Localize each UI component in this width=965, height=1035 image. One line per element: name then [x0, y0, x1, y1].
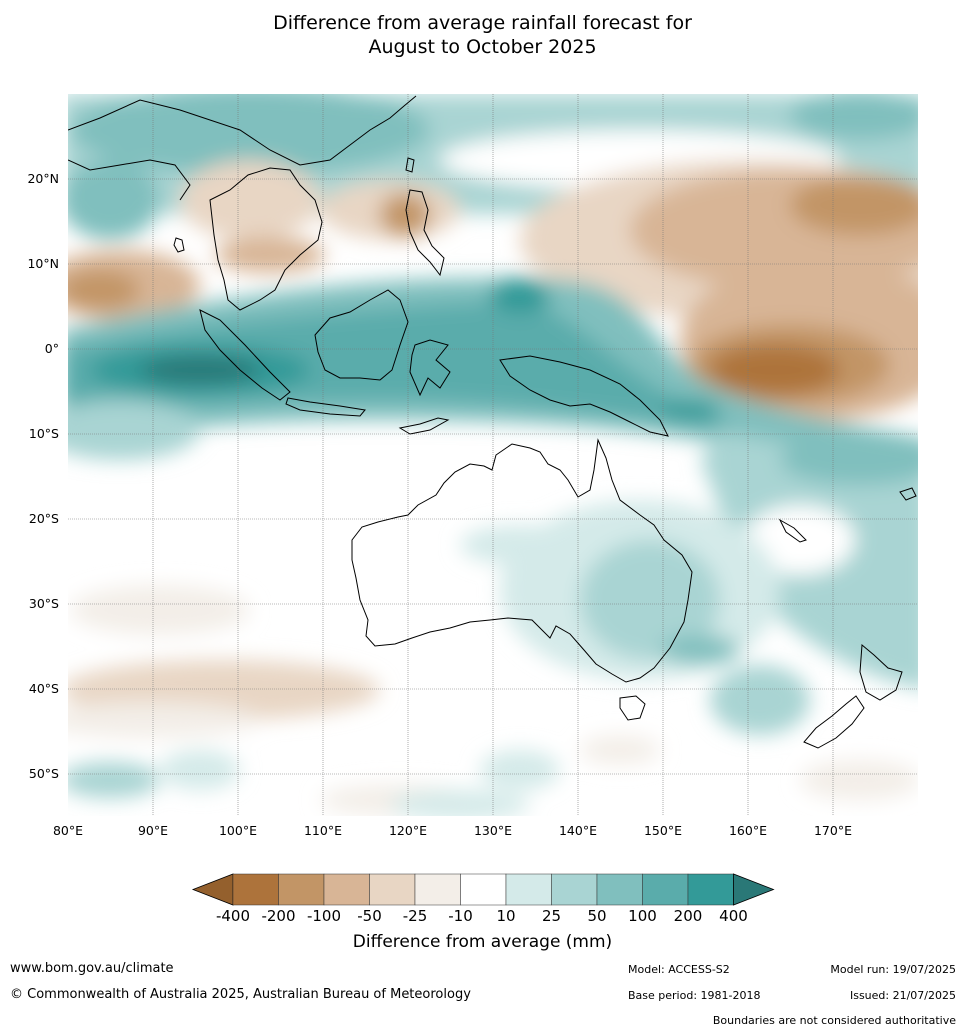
footer-model-run: Model run: 19/07/2025: [830, 963, 956, 976]
colorbar-swatch: [278, 873, 325, 906]
colorbar-tick-label: -10: [448, 907, 473, 925]
colorbar-tick-label: -400: [216, 907, 250, 925]
colorbar-swatch: [414, 873, 461, 906]
map-title-line-1: Difference from average rainfall forecas…: [273, 12, 692, 34]
borneo-coastline: [314, 289, 409, 381]
colorbar-swatch: [642, 873, 689, 906]
lon-label: 150°E: [644, 823, 682, 838]
footer-issued: Issued: 21/07/2025: [849, 989, 956, 1002]
lat-label: 40°S: [29, 681, 59, 696]
lon-label: 160°E: [729, 823, 767, 838]
lat-label: 30°S: [29, 596, 59, 611]
new-caledonia-coastline: [778, 518, 807, 543]
lat-label: 50°S: [29, 766, 59, 781]
new-zealand-north-coastline: [859, 643, 903, 701]
tasmania-coastline: [619, 695, 646, 721]
colorbar-title: Difference from average (mm): [352, 932, 613, 952]
colorbar-swatch: [460, 873, 507, 906]
latitude-labels: 20°N 10°N 0° 10°S 20°S 30°S 40°S 50°S: [27, 171, 59, 781]
colorbar-tick-label: 400: [719, 907, 748, 925]
colorbar: -400 -200 -100 -50 -25 -10 10 25 50 100 200 400: [191, 873, 775, 925]
lat-label: 10°N: [27, 256, 59, 271]
sulawesi-coastline: [409, 339, 451, 397]
lon-label: 90°E: [138, 823, 168, 838]
footer-disclaimer: Boundaries are not considered authoritat…: [712, 1014, 956, 1027]
colorbar-tick-label: 25: [542, 907, 561, 925]
colorbar-swatch: [232, 873, 279, 906]
colorbar-swatch: [551, 873, 598, 906]
australia-coastline: [351, 438, 693, 683]
graticule: [68, 94, 918, 816]
colorbar-tick-label: -200: [261, 907, 295, 925]
lat-label: 20°N: [27, 171, 59, 186]
java-coastline: [285, 397, 366, 417]
taiwan-coastline: [405, 157, 415, 173]
colorbar-extend-low: [191, 873, 234, 906]
colorbar-tick-label: -100: [307, 907, 341, 925]
sumatra-coastline: [199, 309, 291, 401]
indochina-coastline: [209, 167, 323, 311]
new-zealand-south-coastline: [803, 695, 865, 749]
timor-coastline: [398, 417, 450, 435]
lat-label: 0°: [45, 341, 59, 356]
sri-lanka-coastline: [173, 237, 185, 253]
lon-label: 140°E: [559, 823, 597, 838]
philippines-coastline: [405, 189, 445, 277]
footer-model: Model: ACCESS-S2: [628, 963, 730, 976]
lat-label: 10°S: [29, 426, 59, 441]
colorbar-swatch: [687, 873, 734, 906]
footer-base-period: Base period: 1981-2018: [628, 989, 761, 1002]
lon-label: 120°E: [389, 823, 427, 838]
colorbar-swatch: [505, 873, 552, 906]
fiji-coastline: [899, 487, 917, 501]
colorbar-tick-label: -50: [357, 907, 382, 925]
rainfall-field: [68, 94, 918, 816]
colorbar-swatch: [369, 873, 416, 906]
india-coastline: [68, 159, 191, 201]
longitude-labels: 80°E 90°E 100°E 110°E 120°E 130°E 140°E …: [53, 823, 852, 838]
footer-copyright: © Commonwealth of Australia 2025, Austra…: [10, 987, 471, 1002]
asia-coast: [68, 95, 417, 166]
colorbar-swatch: [596, 873, 643, 906]
colorbar-tick-label: 50: [587, 907, 606, 925]
colorbar-extend-high: [733, 873, 775, 906]
colorbar-swatch: [323, 873, 370, 906]
coastlines: [68, 95, 917, 749]
lon-label: 170°E: [814, 823, 852, 838]
footer-url: www.bom.gov.au/climate: [10, 961, 174, 976]
new-guinea-coastline: [499, 355, 669, 437]
lon-label: 110°E: [304, 823, 342, 838]
colorbar-tick-label: 10: [496, 907, 515, 925]
map-title-line-2: August to October 2025: [368, 36, 597, 58]
lon-label: 100°E: [219, 823, 257, 838]
lat-label: 20°S: [29, 511, 59, 526]
lon-label: 130°E: [474, 823, 512, 838]
colorbar-tick-label: 100: [628, 907, 657, 925]
lon-label: 80°E: [53, 823, 83, 838]
anomaly-shading: [68, 94, 918, 816]
colorbar-tick-label: -25: [403, 907, 428, 925]
colorbar-tick-label: 200: [674, 907, 703, 925]
